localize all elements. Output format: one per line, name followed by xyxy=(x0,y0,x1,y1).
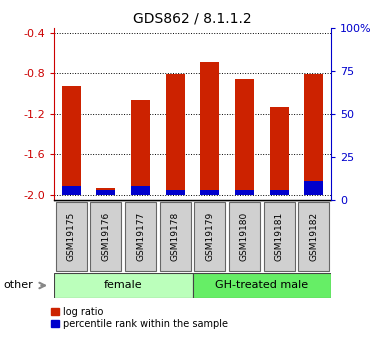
FancyBboxPatch shape xyxy=(90,201,122,271)
Bar xyxy=(131,100,150,195)
Bar xyxy=(270,190,289,195)
Text: GH-treated male: GH-treated male xyxy=(215,280,308,290)
Bar xyxy=(200,190,219,195)
Bar xyxy=(166,74,185,195)
Bar xyxy=(131,186,150,195)
FancyBboxPatch shape xyxy=(298,201,330,271)
Bar xyxy=(200,62,219,195)
Bar xyxy=(235,190,254,195)
Text: GSM19175: GSM19175 xyxy=(67,212,76,261)
FancyBboxPatch shape xyxy=(125,201,156,271)
Legend: log ratio, percentile rank within the sample: log ratio, percentile rank within the sa… xyxy=(51,307,228,329)
Text: GSM19181: GSM19181 xyxy=(275,212,284,261)
FancyBboxPatch shape xyxy=(264,201,295,271)
Text: GSM19178: GSM19178 xyxy=(171,212,180,261)
FancyBboxPatch shape xyxy=(229,201,260,271)
Bar xyxy=(96,188,116,195)
Bar xyxy=(62,87,81,195)
Text: other: other xyxy=(4,280,33,290)
Bar xyxy=(270,107,289,195)
FancyBboxPatch shape xyxy=(54,273,192,298)
Text: GSM19179: GSM19179 xyxy=(205,212,214,261)
Text: GSM19180: GSM19180 xyxy=(240,212,249,261)
Bar xyxy=(166,190,185,195)
Text: GSM19176: GSM19176 xyxy=(101,212,110,261)
Title: GDS862 / 8.1.1.2: GDS862 / 8.1.1.2 xyxy=(133,11,252,25)
Text: GSM19177: GSM19177 xyxy=(136,212,145,261)
FancyBboxPatch shape xyxy=(56,201,87,271)
FancyBboxPatch shape xyxy=(160,201,191,271)
Bar xyxy=(235,79,254,195)
FancyBboxPatch shape xyxy=(194,201,226,271)
Text: GSM19182: GSM19182 xyxy=(309,212,318,261)
Text: female: female xyxy=(104,280,142,290)
Bar xyxy=(96,190,116,195)
FancyBboxPatch shape xyxy=(192,273,331,298)
Bar xyxy=(304,74,323,195)
Bar xyxy=(304,181,323,195)
Bar xyxy=(62,186,81,195)
